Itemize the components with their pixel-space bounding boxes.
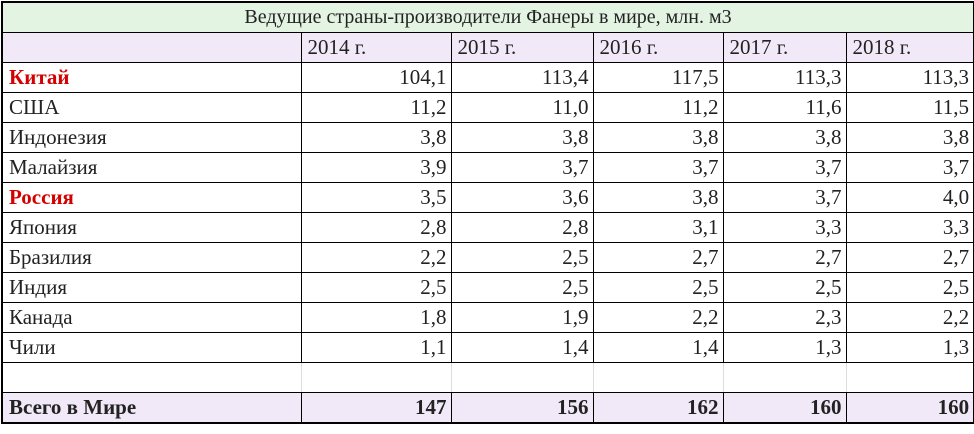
column-header: 2018 г. (845, 32, 974, 63)
value-cell: 113,4 (450, 62, 594, 93)
value-cell: 2,2 (592, 302, 724, 333)
value-cell: 2,5 (845, 272, 974, 303)
value-cell: 3,5 (300, 182, 452, 213)
data-row: Япония 2,8 2,8 3,1 3,3 3,3 (1, 212, 974, 243)
value-cell: 2,8 (450, 212, 594, 243)
country-label: Чили (1, 332, 302, 363)
country-label: Малайзия (1, 152, 302, 183)
value-cell: 113,3 (845, 62, 974, 93)
value-cell: 3,7 (845, 152, 974, 183)
column-header: 2014 г. (300, 32, 452, 63)
value-cell: 104,1 (300, 62, 452, 93)
value-cell: 3,7 (722, 182, 847, 213)
value-cell: 3,3 (722, 212, 847, 243)
data-row: Индия 2,5 2,5 2,5 2,5 2,5 (1, 272, 974, 303)
data-row: Малайзия 3,9 3,7 3,7 3,7 3,7 (1, 152, 974, 183)
header-cell (1, 32, 302, 63)
value-cell: 2,5 (592, 272, 724, 303)
data-row: Китай 104,1 113,4 117,5 113,3 113,3 (1, 62, 974, 93)
empty-cell (300, 362, 452, 393)
value-cell: 3,1 (592, 212, 724, 243)
value-cell: 2,5 (450, 242, 594, 273)
total-value: 160 (845, 392, 974, 424)
total-value: 147 (300, 392, 452, 424)
empty-cell (450, 362, 594, 393)
value-cell: 2,7 (592, 242, 724, 273)
data-row: США 11,2 11,0 11,2 11,6 11,5 (1, 92, 974, 123)
country-label: Канада (1, 302, 302, 333)
value-cell: 3,6 (450, 182, 594, 213)
country-label: США (1, 92, 302, 123)
value-cell: 11,5 (845, 92, 974, 123)
total-value: 160 (722, 392, 847, 424)
country-label: Индия (1, 272, 302, 303)
value-cell: 3,8 (592, 182, 724, 213)
value-cell: 2,7 (845, 242, 974, 273)
empty-cell (845, 362, 974, 393)
country-label: Китай (1, 62, 302, 93)
value-cell: 3,7 (592, 152, 724, 183)
empty-cell (1, 362, 302, 393)
total-label: Всего в Мире (1, 392, 302, 424)
data-row: Россия 3,5 3,6 3,8 3,7 4,0 (1, 182, 974, 213)
total-value: 162 (592, 392, 724, 424)
value-cell: 113,3 (722, 62, 847, 93)
data-row: Чили 1,1 1,4 1,4 1,3 1,3 (1, 332, 974, 363)
production-table: Ведущие страны-производители Фанеры в ми… (1, 1, 974, 424)
value-cell: 3,8 (722, 122, 847, 153)
value-cell: 2,2 (300, 242, 452, 273)
value-cell: 11,0 (450, 92, 594, 123)
value-cell: 11,2 (300, 92, 452, 123)
country-label: Россия (1, 182, 302, 213)
country-label: Япония (1, 212, 302, 243)
country-label: Бразилия (1, 242, 302, 273)
value-cell: 11,2 (592, 92, 724, 123)
column-header: 2015 г. (450, 32, 594, 63)
data-row: Индонезия 3,8 3,8 3,8 3,8 3,8 (1, 122, 974, 153)
empty-cell (722, 362, 847, 393)
value-cell: 3,7 (450, 152, 594, 183)
total-row: Всего в Мире 147 156 162 160 160 (1, 392, 974, 424)
total-value: 156 (450, 392, 594, 424)
value-cell: 1,1 (300, 332, 452, 363)
value-cell: 3,9 (300, 152, 452, 183)
value-cell: 3,8 (592, 122, 724, 153)
value-cell: 2,7 (722, 242, 847, 273)
value-cell: 2,8 (300, 212, 452, 243)
value-cell: 1,4 (450, 332, 594, 363)
column-header: 2017 г. (722, 32, 847, 63)
value-cell: 2,5 (300, 272, 452, 303)
value-cell: 2,3 (722, 302, 847, 333)
value-cell: 1,3 (845, 332, 974, 363)
value-cell: 3,8 (300, 122, 452, 153)
header-row: 2014 г. 2015 г. 2016 г. 2017 г. 2018 г. (1, 32, 974, 63)
table-body: Ведущие страны-производители Фанеры в ми… (1, 1, 974, 424)
table-title: Ведущие страны-производители Фанеры в ми… (1, 1, 974, 33)
value-cell: 2,2 (845, 302, 974, 333)
value-cell: 3,8 (450, 122, 594, 153)
value-cell: 4,0 (845, 182, 974, 213)
data-row: Бразилия 2,2 2,5 2,7 2,7 2,7 (1, 242, 974, 273)
empty-row (1, 362, 974, 393)
value-cell: 1,8 (300, 302, 452, 333)
value-cell: 1,4 (592, 332, 724, 363)
value-cell: 1,3 (722, 332, 847, 363)
data-row: Канада 1,8 1,9 2,2 2,3 2,2 (1, 302, 974, 333)
empty-cell (592, 362, 724, 393)
value-cell: 2,5 (450, 272, 594, 303)
value-cell: 2,5 (722, 272, 847, 303)
value-cell: 3,7 (722, 152, 847, 183)
country-label: Индонезия (1, 122, 302, 153)
value-cell: 117,5 (592, 62, 724, 93)
title-row: Ведущие страны-производители Фанеры в ми… (1, 1, 974, 33)
column-header: 2016 г. (592, 32, 724, 63)
value-cell: 1,9 (450, 302, 594, 333)
value-cell: 11,6 (722, 92, 847, 123)
value-cell: 3,8 (845, 122, 974, 153)
value-cell: 3,3 (845, 212, 974, 243)
